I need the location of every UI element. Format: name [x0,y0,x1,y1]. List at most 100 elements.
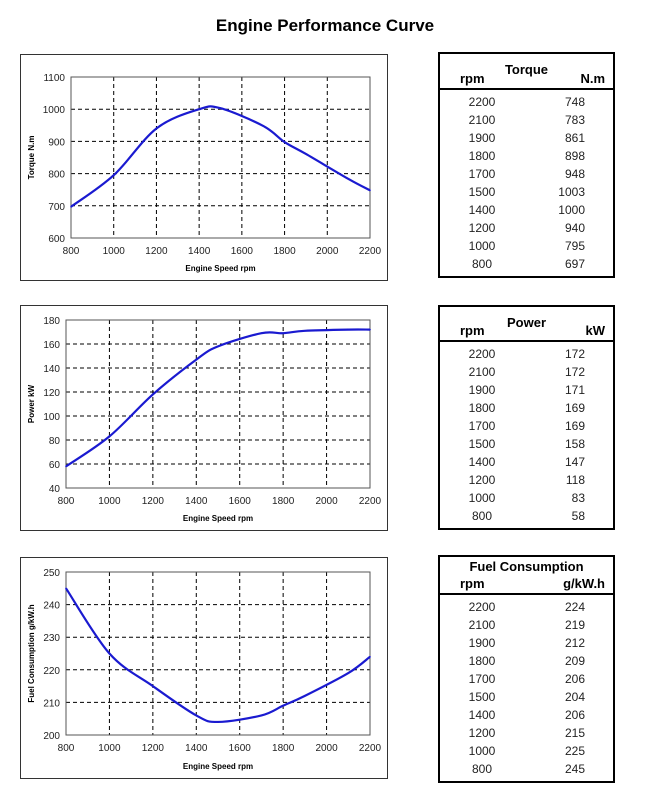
table-row: 800 245 [440,760,613,778]
y-tick-label: 600 [48,234,65,245]
value-cell: 1000 [558,203,585,217]
plot-area [65,571,371,736]
table-row: 1200 940 [440,219,613,237]
y-tick-label: 230 [43,633,60,644]
data-point [282,332,284,334]
y-tick-label: 180 [43,316,60,327]
x-tick-label: 1200 [142,496,165,507]
table-row: 1000 225 [440,742,613,760]
rpm-cell: 1400 [468,203,496,217]
rpm-cell: 1000 [468,491,496,505]
rpm-cell: 1400 [468,455,496,469]
rpm-cell: 1900 [468,636,496,650]
table-row: 2100 172 [440,363,613,381]
value-cell: 948 [564,167,585,181]
rpm-cell: 1500 [468,690,496,704]
y-axis-label: Torque N.m [27,136,36,180]
column-header-rpm: rpm [460,576,485,591]
column-header-unit: kW [585,323,606,338]
table-row: 1700 948 [440,165,613,183]
rpm-cell: 1400 [468,708,496,722]
power-table: Power rpm kW 2200 172 2100 172 1900 171 1800 169 17… [438,305,615,530]
x-tick-label: 800 [63,246,80,257]
rpm-cell: 1900 [468,131,496,145]
rpm-cell: 1800 [468,401,496,415]
rpm-cell: 2200 [468,347,496,361]
value-cell: 224 [564,600,585,614]
value-cell: 212 [564,636,585,650]
data-point [369,328,371,331]
value-cell: 697 [564,257,585,271]
table-row: 1900 171 [440,381,613,399]
value-cell: 861 [564,131,585,145]
table-row: 1800 169 [440,399,613,417]
x-tick-label: 800 [58,743,75,754]
table-row: 800 697 [440,255,613,273]
value-cell: 172 [564,365,585,379]
data-point [219,107,222,110]
plot-area [65,319,371,489]
value-cell: 215 [564,726,585,740]
table-row: 1400 206 [440,706,613,724]
table-header: Torque rpm N.m [440,54,613,90]
data-point [65,465,67,468]
table-header: Power rpm kW [440,307,613,342]
data-point [152,685,154,687]
data-point [155,127,158,130]
value-cell: 940 [564,221,585,235]
table-row: 1900 212 [440,634,613,652]
fuel-consumption-table: Fuel Consumption rpm g/kW.h 2200 224 2100 219 1… [438,555,615,783]
value-cell: 169 [564,401,585,415]
table-row: 1700 206 [440,670,613,688]
table-row: 1500 158 [440,435,613,453]
y-tick-label: 160 [43,340,60,351]
x-tick-label: 1400 [188,246,211,257]
column-header-unit: N.m [580,71,605,86]
rpm-cell: 800 [471,509,493,523]
table-title: Power [506,315,546,330]
series-line [70,105,371,208]
data-point [347,178,350,180]
x-tick-label: 1000 [98,743,121,754]
data-point [70,205,72,208]
value-cell: 158 [564,437,585,451]
y-tick-label: 800 [48,170,65,181]
fuel-consumption-chart: 800 1000 1200 1400 1600 1800 2000 2200 200 210 220… [20,557,388,779]
x-tick-label: 1800 [272,743,295,754]
table-row: 1200 118 [440,471,613,489]
data-point [305,153,307,155]
data-point [369,655,371,658]
value-cell: 172 [564,347,585,361]
y-tick-label: 240 [43,601,60,612]
x-axis-label: Engine Speed rpm [183,762,253,771]
torque-table: Torque rpm N.m 2200 748 2100 783 1900 861 1800 898… [438,52,615,278]
x-tick-label: 2000 [316,246,339,257]
table-title: Torque [504,62,549,77]
table-row: 1000 83 [440,489,613,507]
x-tick-label: 1200 [142,743,165,754]
table-row: 1500 1003 [440,183,613,201]
y-tick-label: 40 [49,484,61,495]
series-line [65,328,371,468]
data-point [108,652,111,655]
table-row: 1800 209 [440,652,613,670]
rpm-cell: 1200 [468,726,496,740]
torque-chart: 800 1000 1200 1400 1600 1800 2000 2200 600 700 800… [20,54,388,281]
table-title: Fuel Consumption [469,559,584,574]
rpm-cell: 1800 [468,149,496,163]
x-tick-label: 1000 [103,246,126,257]
rpm-cell: 2100 [468,365,496,379]
table-row: 2200 748 [440,93,613,111]
rpm-cell: 1000 [468,744,496,758]
value-cell: 898 [564,149,585,163]
rpm-cell: 2100 [468,113,496,127]
y-tick-label: 900 [48,137,65,148]
rpm-cell: 1800 [468,654,496,668]
x-tick-label: 1600 [231,246,254,257]
data-point [195,358,198,361]
rpm-cell: 1200 [468,473,496,487]
value-cell: 204 [564,690,585,704]
data-point [65,587,67,590]
data-point [347,328,350,331]
table-row: 1700 169 [440,417,613,435]
